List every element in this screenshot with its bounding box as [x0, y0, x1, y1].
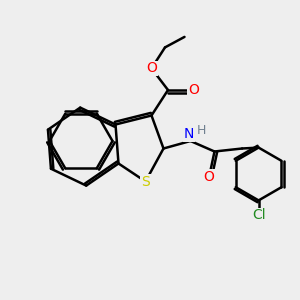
Text: N: N [184, 128, 194, 141]
Text: S: S [141, 175, 150, 188]
Text: O: O [146, 61, 157, 75]
Text: O: O [204, 170, 214, 184]
Text: O: O [188, 83, 199, 97]
Text: Cl: Cl [252, 208, 266, 222]
Text: H: H [196, 124, 206, 137]
